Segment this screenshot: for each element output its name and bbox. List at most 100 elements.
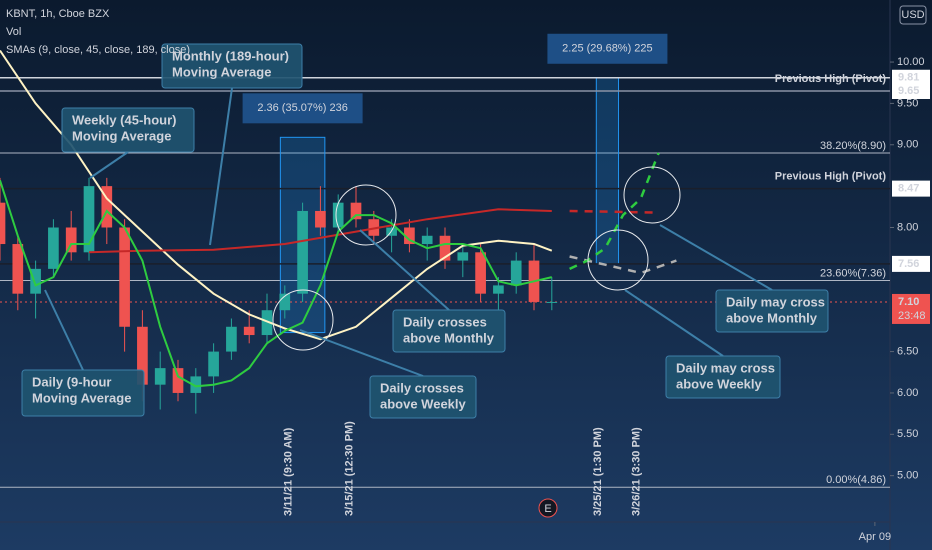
candle-body <box>297 210 308 294</box>
candle-body <box>404 227 415 245</box>
candle-body <box>208 351 219 377</box>
candle-body <box>457 252 469 261</box>
candle-body <box>475 252 486 294</box>
annotation-text: above Monthly <box>403 330 495 345</box>
y-tick-label: 6.00 <box>897 387 918 399</box>
callout-line <box>209 87 233 246</box>
chart-title: KBNT, 1h, Cboe BZX <box>6 8 110 20</box>
y-tick-label: 8.00 <box>897 221 918 233</box>
candle-body <box>332 202 344 228</box>
fib-label: 23.60%(7.36) <box>820 267 886 279</box>
price-marker <box>892 69 930 86</box>
candle-body <box>65 227 77 253</box>
moving-average <box>0 49 553 341</box>
currency-badge[interactable] <box>899 5 927 25</box>
candle-body <box>12 244 24 294</box>
y-tick-label: 9.50 <box>897 97 918 109</box>
price-marker-label: 7.56 <box>898 258 919 270</box>
price-marker <box>892 180 930 197</box>
highlight-circle <box>587 229 649 291</box>
callout-line <box>44 289 84 371</box>
level-note: Previous High (Pivot) <box>775 171 887 183</box>
date-label: 3/15/21 (12:30 PM) <box>344 421 356 516</box>
currency[interactable]: USD <box>901 9 924 21</box>
price-marker <box>892 293 930 324</box>
annotation-text: Moving Average <box>172 64 271 79</box>
y-tick-label: 10.00 <box>897 56 925 68</box>
annotation-text: above Weekly <box>676 376 763 391</box>
annotation-box <box>715 289 829 333</box>
y-tick-label: 5.00 <box>897 470 918 482</box>
candle-body <box>190 376 202 393</box>
annotation-text: Daily crosses <box>380 380 464 395</box>
measure-label: 2.36 (35.07%) 236 <box>257 102 348 114</box>
fib-label: 0.00%(4.86) <box>826 474 886 486</box>
annotation-text: above Monthly <box>726 310 818 325</box>
candle-body <box>119 227 130 327</box>
y-tick-label: 9.00 <box>897 139 918 151</box>
highlight-circle <box>335 184 397 246</box>
plot-area: 38.20%(8.90) 23.60%(7.36) 0.00%(4.86) 2.36 … <box>0 33 890 516</box>
annotation-box <box>369 375 477 419</box>
y-tick-label: 5.50 <box>897 428 918 440</box>
candle-body <box>439 235 451 261</box>
annotation-text: Daily (9-hour <box>32 374 111 389</box>
candle-body <box>101 186 113 228</box>
date-label: 3/11/21 (9:30 AM) <box>282 427 294 516</box>
annotation-box <box>161 43 303 89</box>
callout-line <box>359 229 450 311</box>
annotation-text: Daily crosses <box>403 314 487 329</box>
price-marker-label: 8.47 <box>898 183 919 195</box>
y-tick-label: 6.50 <box>897 345 918 357</box>
date-label: 3/26/21 (3:30 PM) <box>630 427 642 516</box>
price-marker-label: 9.81 <box>898 72 919 84</box>
date-label: 3/25/21 (1:30 PM) <box>592 427 604 516</box>
annotation: Monthly (189-hour)Moving Average <box>161 43 303 89</box>
candle-body <box>172 368 184 393</box>
price-marker <box>892 255 930 272</box>
candle-body <box>493 285 504 294</box>
price-marker-label: 7.10 <box>898 296 919 308</box>
annotation-text: Weekly (45-hour) <box>72 112 177 127</box>
legend-line: SMAs (9, close, 45, close, 189, close) <box>6 44 190 56</box>
candle-body <box>350 202 362 220</box>
annotation-text: Moving Average <box>32 390 131 405</box>
candle-body <box>421 235 433 245</box>
annotation-text: Moving Average <box>72 128 171 143</box>
candle-body <box>279 293 291 311</box>
candle-body <box>546 301 558 303</box>
moving-average <box>88 208 552 254</box>
event-badge <box>538 498 558 518</box>
highlight-circle <box>623 166 681 224</box>
candle-body <box>154 368 166 385</box>
candle-body <box>226 326 237 352</box>
highlight-circle <box>272 289 334 351</box>
annotation-box <box>392 309 506 353</box>
legend-line: Vol <box>6 26 21 38</box>
candle-body <box>261 310 273 336</box>
measure-label-box <box>547 33 668 64</box>
annotation-text: Daily may cross <box>676 360 775 375</box>
annotation-box <box>21 369 145 417</box>
callout-line <box>624 289 724 357</box>
price-marker <box>892 82 930 99</box>
candle-body <box>510 260 522 286</box>
fib-label: 38.20%(8.90) <box>820 140 886 152</box>
candle-body <box>48 227 59 269</box>
moving-average <box>0 179 553 388</box>
candle-body <box>0 202 6 245</box>
measure-label: 2.25 (29.68%) 225 <box>562 43 653 55</box>
annotation-text: Daily may cross <box>726 294 825 309</box>
candle-body <box>137 326 148 385</box>
annotation-box <box>665 355 781 399</box>
candle-body <box>83 186 95 253</box>
candle-body <box>386 227 397 236</box>
level-note: Previous High (Pivot) <box>775 73 887 85</box>
candle-body <box>243 326 255 336</box>
